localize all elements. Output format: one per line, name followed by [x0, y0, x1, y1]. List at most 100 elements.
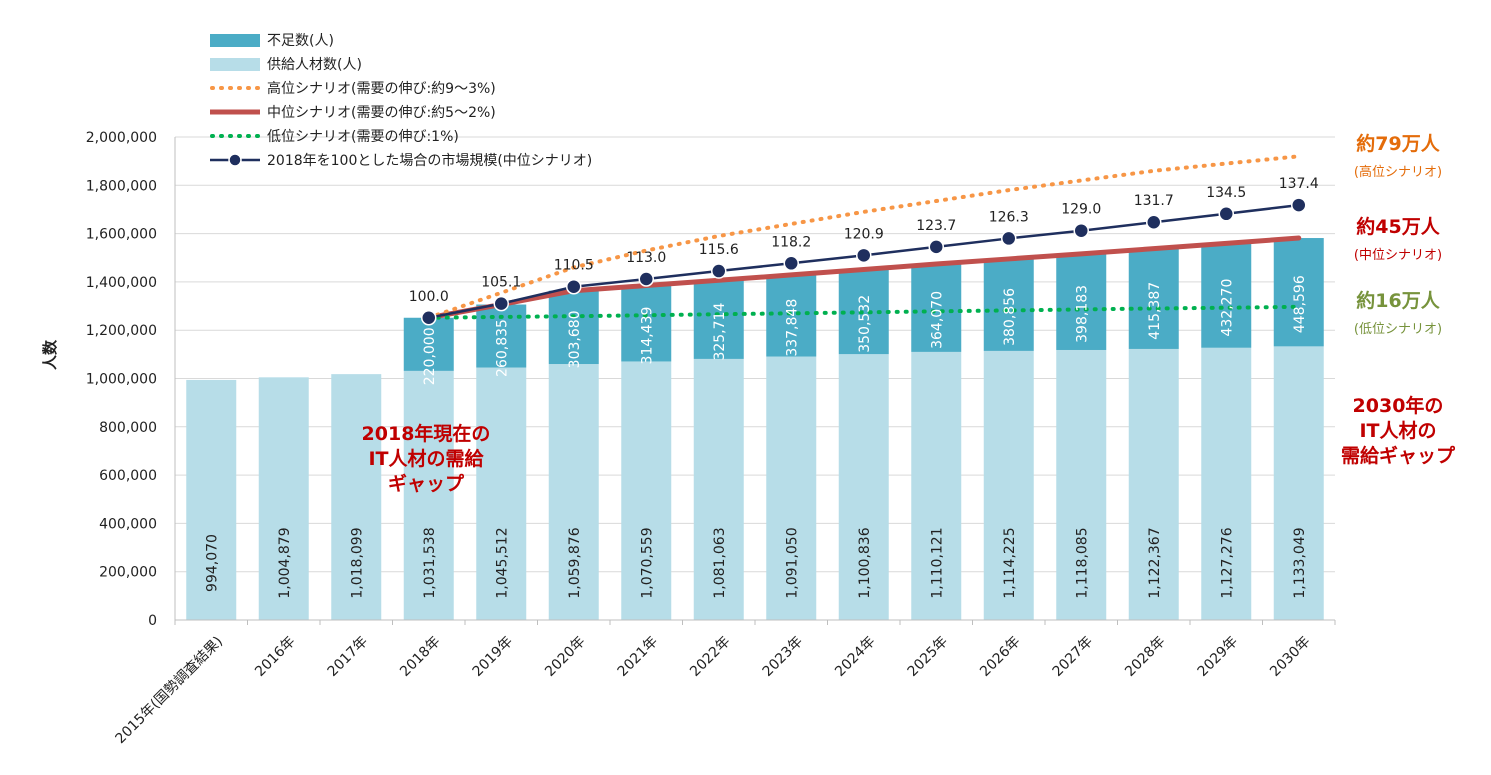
x-axis: 2015年(国勢調査結果) 2016年 2017年 2018年 2019年 2020年 20… — [113, 619, 1336, 747]
y-tick-label: 1,800,000 — [86, 178, 157, 194]
market-index-label: 115.6 — [699, 242, 739, 258]
legend-swatch — [210, 34, 260, 47]
x-tick-label: 2021年 — [615, 634, 661, 680]
y-tick-label: 600,000 — [99, 468, 157, 484]
supply-bar — [766, 356, 817, 620]
x-tick-label: 2016年 — [252, 634, 298, 680]
bars — [186, 238, 1324, 620]
annotation-low: 約16万人 (低位シナリオ) — [1354, 289, 1442, 337]
shortage-bar — [911, 263, 962, 352]
supply-bar — [258, 377, 309, 620]
market-index-label: 123.7 — [916, 218, 956, 234]
y-tick-label: 800,000 — [99, 420, 157, 436]
market-index-label: 126.3 — [989, 209, 1029, 225]
supply-bar — [1128, 348, 1179, 620]
x-tick-label: 2018年 — [397, 634, 443, 680]
annotation-high-scenario: (高位シナリオ) — [1354, 164, 1442, 180]
y-tick-label: 2,000,000 — [86, 130, 157, 146]
shortage-bar — [693, 280, 744, 359]
supply-bar-label: 1,081,063 — [712, 527, 728, 598]
annotation-gap-2030-line-2: IT人材の — [1359, 419, 1436, 442]
market-index-point — [1146, 214, 1162, 230]
shortage-bar — [621, 285, 672, 362]
market-index-label: 134.5 — [1206, 185, 1246, 201]
supply-bar — [621, 361, 672, 620]
market-index-label: 120.9 — [844, 226, 884, 242]
market-index-label: 129.0 — [1061, 202, 1101, 218]
supply-bar — [186, 379, 237, 620]
market-index-label: 118.2 — [771, 234, 811, 250]
legend-label: 低位シナリオ(需要の伸び:1%) — [267, 129, 459, 145]
market-index-point — [1291, 197, 1307, 213]
annotation-high-value: 約79万人 — [1356, 132, 1440, 155]
supply-bar-label: 1,059,876 — [567, 527, 583, 598]
shortage-bar-label: 314,439 — [639, 307, 655, 365]
y-tick-label: 1,600,000 — [86, 227, 157, 243]
legend-marker — [228, 153, 242, 167]
market-index-point — [1218, 206, 1234, 222]
market-index-label: 105.1 — [481, 275, 521, 291]
x-tick-label: 2020年 — [542, 634, 588, 680]
shortage-bar-label: 220,000 — [422, 327, 438, 385]
annotation-gap-2030: 2030年の IT人材の 需給ギャップ — [1341, 394, 1456, 467]
scenario-lines — [421, 154, 1307, 326]
supply-bar-label: 994,070 — [204, 534, 220, 592]
annotation-low-scenario: (低位シナリオ) — [1354, 322, 1442, 337]
legend-label: 供給人材数(人) — [267, 57, 362, 73]
shortage-bar — [548, 290, 599, 365]
supply-bar-label: 1,122,367 — [1147, 527, 1163, 598]
y-axis-label: 人数 — [41, 339, 59, 370]
market-index-label: 100.0 — [409, 289, 449, 305]
annotation-low-value: 約16万人 — [1356, 289, 1440, 312]
supply-bar — [403, 370, 454, 620]
supply-bar — [331, 374, 382, 620]
shortage-bar-label: 350,532 — [857, 295, 873, 353]
shortage-bar-label: 398,183 — [1074, 285, 1090, 343]
supply-bar-label: 1,031,538 — [422, 527, 438, 598]
supply-bar — [838, 354, 889, 620]
market-index-point — [421, 310, 437, 326]
supply-bar — [911, 351, 962, 620]
annotation-high: 約79万人 (高位シナリオ) — [1354, 132, 1442, 180]
annotation-gap-2018: 2018年現在の IT人材の需給 ギャップ — [362, 422, 491, 495]
shortage-bar-label: 448,596 — [1292, 275, 1308, 333]
x-tick-label: 2025年 — [905, 634, 951, 680]
legend-swatch — [210, 58, 260, 71]
supply-bar-label: 1,127,276 — [1219, 527, 1235, 598]
supply-bar-label: 1,118,085 — [1074, 527, 1090, 598]
market-index-point — [856, 247, 872, 264]
market-index-point — [493, 295, 509, 312]
shortage-bar-label: 364,070 — [929, 291, 945, 349]
market-index-point — [1073, 222, 1089, 239]
x-tick-label: 2019年 — [470, 634, 516, 680]
legend: 不足数(人) 供給人材数(人) 高位シナリオ(需要の伸び:約9〜3%) 中位シナリオ(… — [210, 33, 592, 169]
x-tick-label: 2017年 — [325, 634, 371, 680]
shortage-bar-label: 432,270 — [1219, 279, 1235, 337]
supply-bar-label: 1,070,559 — [639, 527, 655, 598]
x-tick-label: 2023年 — [760, 634, 806, 680]
supply-bar — [548, 364, 599, 620]
annotation-mid: 約45万人 (中位シナリオ) — [1354, 215, 1442, 263]
supply-bar — [1056, 349, 1107, 620]
market-index-point — [1001, 230, 1017, 247]
y-tick-label: 1,400,000 — [86, 275, 157, 291]
market-index-label: 137.4 — [1279, 176, 1319, 192]
legend-label: 不足数(人) — [267, 33, 334, 49]
y-tick-label: 200,000 — [99, 565, 157, 581]
shortage-bar-label: 303,680 — [567, 310, 583, 368]
market-index-point — [711, 263, 727, 279]
market-index-point — [638, 271, 654, 287]
annotation-mid-value: 約45万人 — [1356, 215, 1440, 238]
supply-bar-label: 1,045,512 — [494, 527, 510, 598]
market-index-label: 131.7 — [1134, 193, 1174, 209]
y-axis: 0 200,000 400,000 600,000 800,000 1,000,000 1,… — [86, 130, 176, 629]
high-scenario-line — [426, 154, 1301, 320]
x-tick-label: 2022年 — [687, 634, 733, 680]
y-tick-label: 1,200,000 — [86, 323, 157, 339]
x-tick-label: 2027年 — [1050, 634, 1096, 680]
shortage-bar-label: 325,714 — [712, 303, 728, 361]
annotation-gap-2018-line-3: ギャップ — [388, 472, 465, 495]
shortage-bar — [766, 274, 817, 357]
supply-bar-label: 1,018,099 — [349, 527, 365, 598]
shortage-bar — [1201, 243, 1252, 348]
